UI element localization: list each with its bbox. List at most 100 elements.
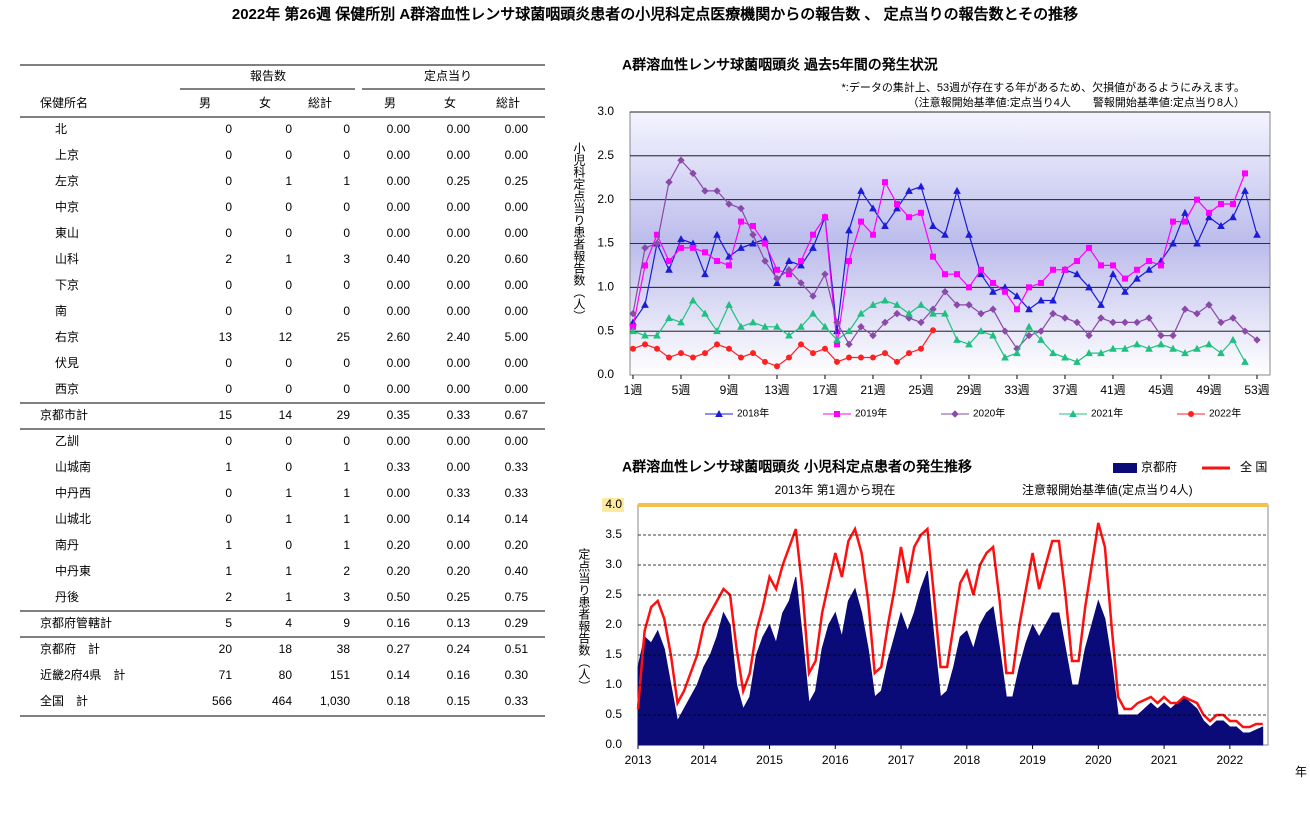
marker: [809, 243, 817, 251]
marker: [834, 358, 840, 365]
marker: [725, 300, 733, 308]
marker: [1229, 213, 1237, 221]
table-cell: 0: [343, 382, 350, 396]
threshold-label-bg: [602, 498, 624, 512]
marker: [869, 300, 877, 308]
row-name: 中丹東: [55, 563, 91, 578]
table-cell: 0.33: [505, 486, 529, 500]
marker: [677, 156, 685, 164]
row-name: 中丹西: [55, 485, 91, 500]
table-cell: 0: [343, 148, 350, 162]
legend-marker: [715, 409, 723, 417]
table-cell: 12: [279, 330, 293, 344]
row-name: 近畿2府4県 計: [40, 667, 125, 682]
table-cell: 1: [225, 538, 232, 552]
marker: [641, 244, 649, 252]
table-cell: 0.75: [505, 590, 529, 604]
legend-marker: [834, 411, 840, 417]
marker: [1253, 230, 1261, 238]
row-name: 全国 計: [40, 693, 88, 708]
marker: [894, 201, 900, 208]
y-tick-label: 2.5: [605, 587, 622, 601]
x-tick-label: 49週: [1196, 383, 1221, 397]
table-cell: 2.60: [387, 330, 411, 344]
marker: [773, 274, 781, 283]
marker: [1133, 340, 1141, 348]
row-name: 山城北: [55, 512, 91, 526]
legend-label: 2022年: [1209, 407, 1241, 420]
marker: [1073, 357, 1081, 365]
marker: [713, 327, 721, 335]
marker: [1109, 270, 1117, 278]
marker: [833, 335, 841, 343]
marker: [1181, 349, 1189, 357]
marker: [858, 218, 864, 225]
marker: [689, 169, 697, 178]
five-year-chart: *:データの集計上、53週が存在する年があるため、欠損値があるようにみえます。（…: [572, 57, 1271, 420]
marker: [965, 340, 973, 348]
y-tick-label: 0.5: [605, 707, 622, 721]
marker: [629, 309, 637, 318]
marker: [918, 345, 924, 352]
marker: [761, 257, 769, 265]
marker: [1241, 357, 1249, 365]
marker: [714, 341, 720, 348]
table-cell: 0.00: [447, 356, 471, 370]
table-cell: 0.00: [447, 122, 471, 136]
y-tick-label: 2.5: [597, 148, 614, 162]
marker: [702, 249, 708, 256]
marker: [809, 292, 817, 300]
marker: [749, 318, 757, 326]
table-cell: 0.50: [387, 590, 411, 604]
table-cell: 0.20: [447, 252, 471, 266]
row-name: 下京: [55, 278, 79, 292]
table-cell: 0: [285, 278, 292, 292]
x-tick-label: 2021: [1151, 753, 1178, 767]
marker: [1158, 262, 1164, 269]
table-cell: 0.00: [447, 148, 471, 162]
row-name: 東山: [55, 226, 79, 240]
marker: [869, 331, 877, 340]
table-cell: 464: [272, 694, 292, 708]
x-tick-label: 2019: [1019, 753, 1046, 767]
marker: [1205, 340, 1213, 348]
row-name: 京都府 計: [40, 641, 100, 656]
row-name: 丹後: [55, 590, 79, 604]
marker: [774, 363, 780, 370]
marker: [726, 345, 732, 352]
column-header: 総計: [308, 95, 332, 110]
table-cell: 0.00: [387, 356, 411, 370]
table-cell: 0: [225, 486, 232, 500]
x-tick-label: 29週: [956, 383, 981, 397]
y-tick-label: 4.0: [605, 497, 622, 511]
table-cell: 0.00: [387, 122, 411, 136]
table-cell: 0.00: [387, 148, 411, 162]
table-cell: 1: [285, 486, 292, 500]
marker: [1097, 349, 1105, 357]
x-tick-label: 13週: [764, 383, 789, 397]
chart-note: （注意報開始基準値:定点当り4人 警報開始基準値:定点当り8人）: [908, 95, 1245, 109]
marker: [797, 279, 805, 287]
marker: [1169, 239, 1177, 247]
marker: [1097, 314, 1105, 322]
marker: [1049, 296, 1057, 304]
marker: [833, 318, 841, 327]
table-cell: 1: [343, 486, 350, 500]
marker: [798, 341, 804, 348]
marker: [821, 270, 829, 278]
table-cell: 0.00: [505, 434, 529, 448]
marker: [989, 305, 997, 313]
x-tick-label: 25週: [908, 383, 933, 397]
x-tick-label: 53週: [1244, 383, 1269, 397]
marker: [665, 178, 673, 186]
marker: [845, 340, 853, 349]
table-cell: 15: [219, 408, 233, 422]
marker: [918, 209, 924, 216]
marker: [713, 187, 721, 195]
marker: [641, 300, 649, 308]
row-name: 北: [55, 122, 67, 136]
table-cell: 0: [225, 122, 232, 136]
table-cell: 0: [285, 226, 292, 240]
legend-marker: [951, 410, 959, 418]
marker: [845, 327, 853, 335]
